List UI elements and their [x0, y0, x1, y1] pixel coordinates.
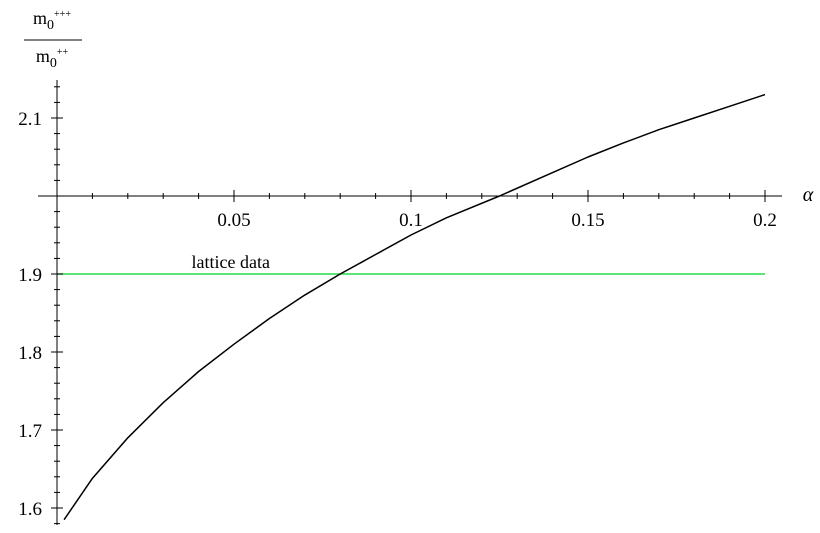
y-tick-label: 2.1 — [18, 109, 42, 130]
y-tick-label: 1.8 — [18, 343, 42, 364]
reference-line-layer: lattice data — [57, 252, 765, 275]
x-tick-label: 0.2 — [753, 210, 777, 231]
reference-line-label: lattice data — [192, 252, 270, 272]
y-tick-label: 1.7 — [18, 421, 42, 442]
y-axis-label-denominator: m0++ — [36, 46, 69, 71]
x-axis-label: α — [803, 184, 814, 206]
y-tick-label: 1.6 — [18, 499, 42, 520]
y-tick-label: 1.9 — [18, 265, 42, 286]
y-axis-label: m0+++ m0++ — [24, 8, 82, 71]
x-tick-label: 0.15 — [571, 210, 604, 231]
axes: 0.05 0.1 0.15 0.2 1.6 1.7 1.8 1.9 2.1 α — [18, 80, 814, 525]
x-tick-label: 0.1 — [399, 210, 423, 231]
y-axis-label-numerator: m0+++ — [33, 8, 71, 33]
series-layer — [63, 93, 766, 521]
x-tick-label: 0.05 — [217, 210, 250, 231]
series-line — [63, 93, 766, 521]
